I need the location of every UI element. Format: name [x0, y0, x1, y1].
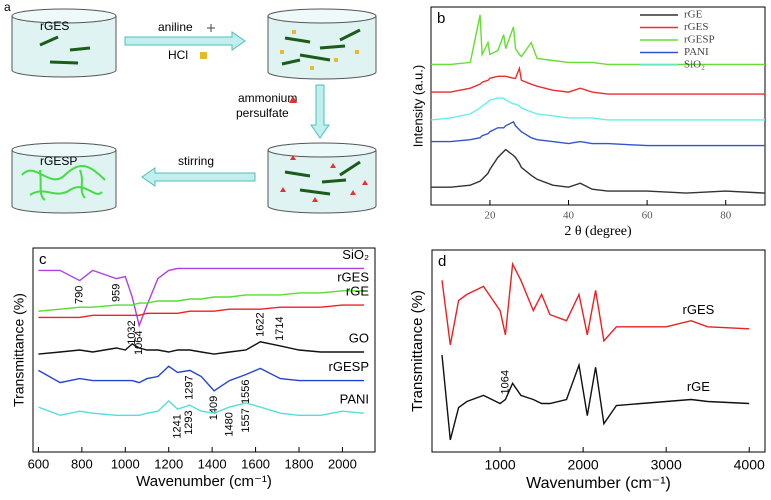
- series-line: [430, 97, 765, 121]
- aps-triangles: [280, 155, 368, 202]
- x-axis-label: 2 θ (degree): [564, 224, 632, 239]
- x-tick-label: 60: [642, 210, 654, 222]
- y-axis-label: Intensity (a.u.): [410, 65, 425, 147]
- hcl-dots: [280, 30, 359, 70]
- series-line: [38, 341, 365, 355]
- x-tick-label: 1200: [154, 456, 183, 471]
- series-line: [441, 261, 750, 346]
- peak-label: 1557: [240, 408, 252, 432]
- x-tick-label: 1000: [485, 457, 516, 473]
- plot-frame: [32, 247, 376, 453]
- x-tick-label: 1400: [198, 456, 227, 471]
- legend-label: PANI: [684, 46, 709, 58]
- beaker-rim: [11, 8, 117, 24]
- plot-frame: [430, 6, 766, 206]
- legend-label: rGES: [684, 21, 708, 33]
- curve-label: rGES: [337, 269, 369, 284]
- x-tick-label: 2000: [568, 457, 599, 473]
- series-line: [38, 365, 365, 392]
- x-tick-label: 1600: [241, 456, 270, 471]
- x-tick-label: 40: [563, 210, 575, 222]
- panel-label: c: [39, 251, 47, 268]
- arrow: [310, 84, 330, 139]
- polymer-network: [21, 165, 106, 201]
- beaker-label: rGES: [40, 19, 69, 33]
- series-line: [431, 65, 765, 95]
- legend-label: rGE: [684, 9, 703, 21]
- reagent: persulfate: [236, 106, 289, 120]
- series-line: [431, 14, 765, 66]
- arrow: [141, 167, 256, 187]
- panel-label: b: [437, 10, 445, 27]
- peak-label: 1714: [274, 316, 286, 340]
- aps-icon: [289, 96, 297, 103]
- curve-label: rGES: [683, 302, 715, 317]
- reagent: ammonium: [238, 91, 297, 105]
- series-line: [441, 354, 750, 441]
- sheets: [284, 160, 361, 196]
- reagent: aniline: [158, 20, 193, 34]
- beaker: [11, 16, 117, 78]
- beaker-rim: [267, 8, 377, 24]
- x-tick-label: 1000: [111, 456, 140, 471]
- sheets: [281, 28, 361, 66]
- peak-label: 1409: [208, 396, 220, 420]
- curve-label: rGE: [346, 284, 369, 299]
- peak-label: 1293: [183, 410, 195, 434]
- peak-label: 959: [110, 284, 122, 302]
- x-tick-label: 20: [484, 210, 496, 222]
- aniline-icon: [207, 24, 215, 32]
- x-tick-label: 3000: [651, 457, 682, 473]
- panel-label: a: [4, 0, 11, 14]
- y-axis-label: Transmittance (%): [409, 290, 426, 412]
- curve-label: GO: [349, 330, 369, 345]
- peak-label: 790: [74, 286, 86, 304]
- legend-label: SiO₂: [684, 59, 705, 71]
- peak-label: 1556: [240, 379, 252, 403]
- x-tick-label: 4000: [734, 457, 765, 473]
- series-line: [38, 290, 365, 312]
- schematic: a rGES rGESP anili: [4, 0, 377, 214]
- series-line: [431, 120, 765, 147]
- peak-label: 1241: [172, 414, 184, 438]
- peak-label: 1622: [254, 312, 266, 336]
- curve-label: SiO₂: [342, 247, 369, 262]
- legend-label: rGESP: [684, 34, 715, 46]
- x-axis-label: Wavenumber (cm⁻¹): [526, 475, 671, 492]
- plot-frame: [431, 249, 766, 453]
- curve-label: rGE: [687, 379, 710, 394]
- peak-label: 1064: [499, 370, 511, 394]
- series-line: [38, 400, 365, 417]
- beaker-label: rGESP: [40, 154, 77, 168]
- panel-label: d: [438, 253, 446, 270]
- y-axis-label: Transmittance (%): [11, 293, 27, 407]
- x-axis-label: Wavenumber (cm⁻¹): [136, 473, 272, 490]
- peak-label: 1297: [184, 375, 196, 399]
- action-label: stirring: [178, 154, 214, 168]
- curve-label: PANI: [340, 392, 369, 407]
- arrow: [124, 31, 246, 51]
- sheets: [39, 35, 91, 65]
- reagent: HCl: [168, 48, 188, 62]
- series-line: [431, 148, 766, 194]
- peak-label: 1480: [223, 412, 235, 436]
- x-tick-label: 2000: [328, 456, 357, 471]
- x-tick-label: 800: [71, 456, 93, 471]
- beaker-rim: [267, 142, 377, 158]
- beaker: [11, 150, 117, 214]
- beaker-rim: [11, 142, 117, 158]
- curve-label: rGESP: [329, 359, 369, 374]
- x-tick-label: 600: [28, 456, 50, 471]
- x-tick-label: 1800: [285, 456, 314, 471]
- series-line: [38, 304, 365, 319]
- x-tick-label: 80: [720, 210, 732, 222]
- series-line: [38, 267, 365, 328]
- peak-label: 1032: [126, 320, 138, 344]
- hcl-icon: [200, 52, 207, 59]
